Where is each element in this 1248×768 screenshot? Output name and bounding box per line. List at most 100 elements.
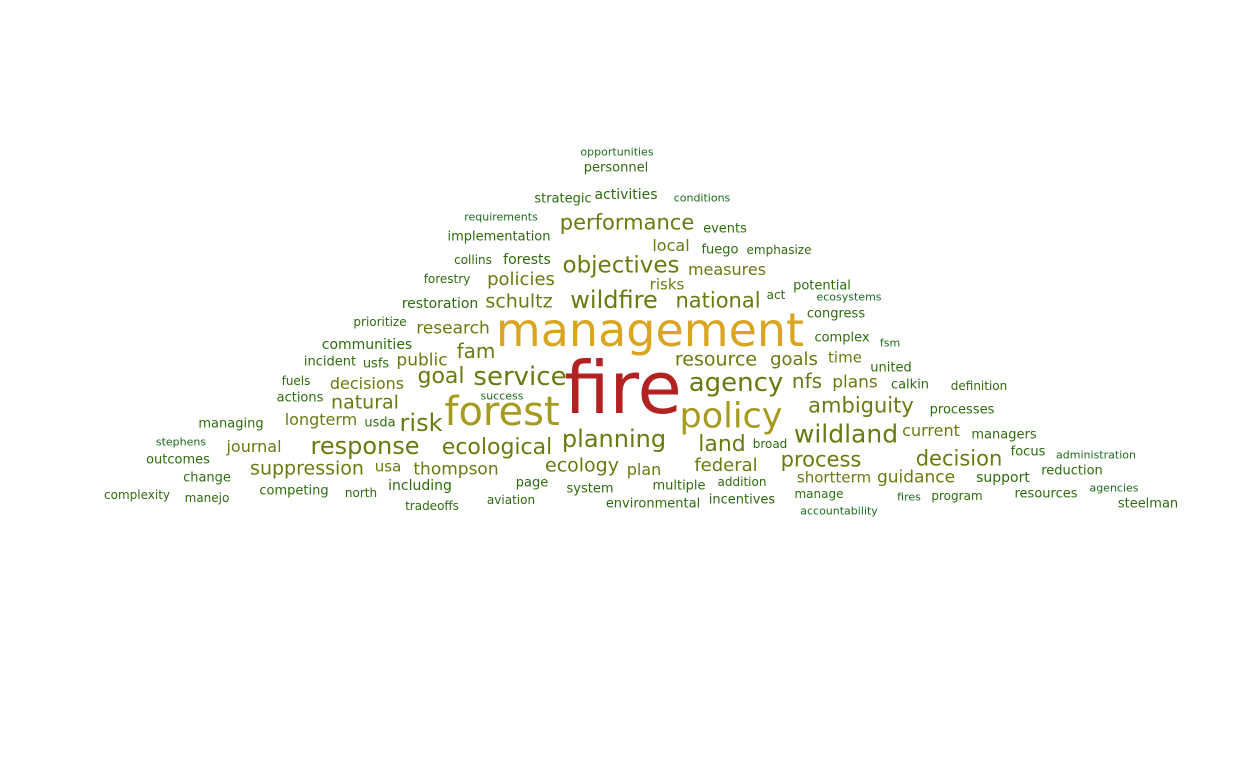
word-process: process (780, 447, 862, 472)
word-public: public (396, 350, 448, 371)
word-local: local (652, 236, 690, 255)
word-complexity: complexity (104, 488, 170, 502)
word-natural: natural (331, 391, 399, 414)
word-actions: actions (276, 390, 324, 406)
word-time: time (828, 348, 862, 367)
word-communities: communities (321, 337, 413, 353)
word-competing: competing (259, 483, 329, 499)
word-program: program (931, 489, 983, 503)
word-incident: incident (303, 354, 357, 370)
word-calkin: calkin (890, 377, 930, 393)
word-resource: resource (674, 348, 758, 371)
word-goals: goals (770, 349, 818, 370)
word-planning: planning (561, 425, 667, 453)
word-research: research (416, 318, 490, 339)
word-success: success (480, 389, 524, 403)
word-measures: measures (687, 260, 767, 279)
word-manage: manage (794, 487, 844, 501)
word-longterm: longterm (284, 410, 358, 429)
word-risk: risk (399, 409, 443, 437)
word-conditions: conditions (673, 191, 731, 205)
word-wildland: wildland (793, 419, 899, 449)
word-land: land (698, 432, 746, 457)
word-policy: policy (679, 396, 783, 437)
word-thompson: thompson (413, 459, 499, 480)
word-ecosystems: ecosystems (816, 290, 882, 304)
word-suppression: suppression (250, 457, 364, 480)
word-usda: usda (364, 415, 396, 431)
word-agencies: agencies (1089, 481, 1139, 495)
word-risks: risks (649, 275, 685, 294)
word-guidance: guidance (876, 467, 956, 488)
word-fuels: fuels (281, 374, 311, 388)
word-multiple: multiple (652, 478, 706, 494)
word-journal: journal (226, 437, 282, 456)
word-plans: plans (832, 372, 878, 393)
word-shortterm: shortterm (796, 468, 872, 487)
word-united: united (870, 360, 912, 376)
word-accountability: accountability (800, 504, 878, 518)
word-fsm: fsm (879, 336, 901, 350)
word-fire: fire (564, 346, 682, 430)
word-managers: managers (971, 427, 1037, 443)
word-performance: performance (559, 210, 695, 235)
word-collins: collins (454, 253, 492, 267)
word-page: page (515, 475, 549, 491)
word-forestry: forestry (423, 272, 471, 286)
word-wildfire: wildfire (570, 286, 658, 314)
word-environmental: environmental (605, 496, 701, 512)
word-reduction: reduction (1041, 463, 1103, 479)
word-management: management (495, 303, 805, 357)
word-opportunities: opportunities (580, 145, 654, 159)
word-potential: potential (793, 278, 851, 294)
word-forest: forest (444, 389, 560, 435)
word-current: current (902, 421, 960, 440)
word-forests: forests (503, 252, 551, 268)
word-focus: focus (1010, 444, 1046, 460)
word-national: national (675, 288, 761, 313)
word-processes: processes (929, 402, 995, 418)
word-definition: definition (950, 379, 1008, 393)
word-activities: activities (594, 187, 658, 203)
word-plan: plan (626, 460, 662, 479)
word-ecological: ecological (441, 435, 553, 460)
word-usfs: usfs (362, 356, 390, 372)
word-outcomes: outcomes (146, 452, 210, 468)
word-service: service (473, 362, 567, 392)
word-response: response (310, 432, 420, 460)
word-goal: goal (417, 364, 465, 389)
word-schultz: schultz (485, 290, 553, 313)
word-managing: managing (198, 416, 264, 432)
word-implementation: implementation (447, 229, 551, 245)
word-support: support (976, 470, 1030, 486)
word-fuego: fuego (701, 242, 739, 258)
word-agency: agency (688, 368, 784, 398)
word-personnel: personnel (583, 160, 649, 176)
word-objectives: objectives (562, 252, 680, 279)
word-federal: federal (694, 455, 758, 476)
word-tradeoffs: tradeoffs (405, 499, 459, 513)
word-congress: congress (806, 306, 866, 322)
word-restoration: restoration (401, 296, 479, 312)
word-events: events (703, 221, 747, 237)
word-administration: administration (1056, 448, 1136, 462)
word-act: act (766, 288, 786, 302)
word-broad: broad (752, 437, 788, 451)
word-usa: usa (374, 457, 402, 476)
word-prioritize: prioritize (353, 315, 407, 329)
word-change: change (183, 470, 231, 486)
word-emphasize: emphasize (746, 243, 812, 257)
word-addition: addition (717, 475, 767, 489)
word-ecology: ecology (545, 454, 619, 477)
word-decisions: decisions (329, 374, 405, 393)
word-complex: complex (814, 330, 870, 346)
word-policies: policies (487, 269, 555, 290)
word-stephens: stephens (155, 435, 207, 449)
word-north: north (344, 486, 378, 500)
word-resources: resources (1014, 486, 1078, 502)
word-manejo: manejo (184, 491, 230, 505)
word-system: system (566, 481, 614, 497)
word-decision: decision (915, 446, 1003, 471)
word-aviation: aviation (486, 493, 536, 507)
